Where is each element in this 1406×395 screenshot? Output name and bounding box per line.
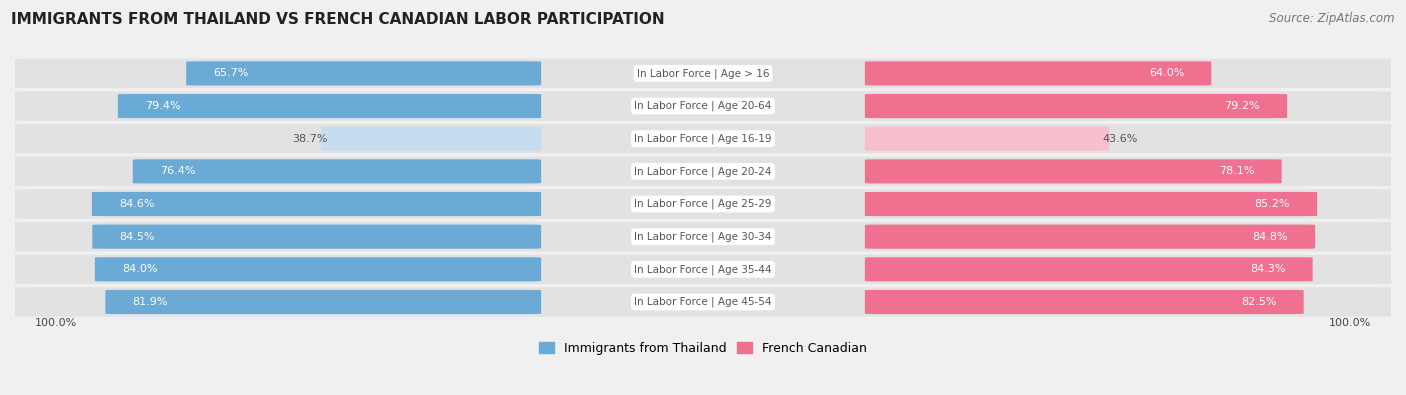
FancyBboxPatch shape — [865, 225, 1315, 249]
Text: In Labor Force | Age 30-34: In Labor Force | Age 30-34 — [634, 231, 772, 242]
FancyBboxPatch shape — [865, 94, 1286, 118]
Text: In Labor Force | Age 35-44: In Labor Force | Age 35-44 — [634, 264, 772, 275]
Text: 79.2%: 79.2% — [1225, 101, 1260, 111]
FancyBboxPatch shape — [8, 222, 1398, 251]
Text: 38.7%: 38.7% — [292, 134, 328, 144]
FancyBboxPatch shape — [8, 189, 1398, 219]
FancyBboxPatch shape — [105, 290, 541, 314]
Text: 85.2%: 85.2% — [1254, 199, 1291, 209]
Text: In Labor Force | Age 16-19: In Labor Force | Age 16-19 — [634, 134, 772, 144]
Text: 84.5%: 84.5% — [120, 231, 155, 242]
FancyBboxPatch shape — [118, 94, 541, 118]
Text: In Labor Force | Age 45-54: In Labor Force | Age 45-54 — [634, 297, 772, 307]
Text: 79.4%: 79.4% — [145, 101, 180, 111]
FancyBboxPatch shape — [865, 257, 1313, 281]
Text: 78.1%: 78.1% — [1219, 166, 1254, 176]
FancyBboxPatch shape — [8, 124, 1398, 153]
Text: 100.0%: 100.0% — [35, 318, 77, 328]
Text: In Labor Force | Age 25-29: In Labor Force | Age 25-29 — [634, 199, 772, 209]
Text: 82.5%: 82.5% — [1241, 297, 1277, 307]
FancyBboxPatch shape — [94, 257, 541, 281]
FancyBboxPatch shape — [8, 287, 1398, 317]
Text: 64.0%: 64.0% — [1149, 68, 1184, 78]
FancyBboxPatch shape — [8, 157, 1398, 186]
Text: In Labor Force | Age 20-24: In Labor Force | Age 20-24 — [634, 166, 772, 177]
Legend: Immigrants from Thailand, French Canadian: Immigrants from Thailand, French Canadia… — [534, 337, 872, 360]
FancyBboxPatch shape — [186, 61, 541, 85]
Text: 65.7%: 65.7% — [214, 68, 249, 78]
Text: 84.6%: 84.6% — [120, 199, 155, 209]
Text: 76.4%: 76.4% — [160, 166, 195, 176]
FancyBboxPatch shape — [865, 290, 1303, 314]
Text: 84.8%: 84.8% — [1253, 231, 1288, 242]
FancyBboxPatch shape — [865, 61, 1212, 85]
Text: In Labor Force | Age 20-64: In Labor Force | Age 20-64 — [634, 101, 772, 111]
FancyBboxPatch shape — [8, 255, 1398, 284]
Text: 43.6%: 43.6% — [1102, 134, 1137, 144]
FancyBboxPatch shape — [321, 127, 541, 151]
Text: 84.3%: 84.3% — [1250, 264, 1285, 274]
Text: IMMIGRANTS FROM THAILAND VS FRENCH CANADIAN LABOR PARTICIPATION: IMMIGRANTS FROM THAILAND VS FRENCH CANAD… — [11, 12, 665, 27]
FancyBboxPatch shape — [8, 91, 1398, 121]
Text: In Labor Force | Age > 16: In Labor Force | Age > 16 — [637, 68, 769, 79]
FancyBboxPatch shape — [865, 127, 1109, 151]
FancyBboxPatch shape — [93, 225, 541, 249]
Text: 84.0%: 84.0% — [122, 264, 157, 274]
FancyBboxPatch shape — [8, 59, 1398, 88]
Text: 81.9%: 81.9% — [132, 297, 167, 307]
Text: 100.0%: 100.0% — [1329, 318, 1371, 328]
FancyBboxPatch shape — [865, 159, 1282, 183]
FancyBboxPatch shape — [132, 159, 541, 183]
Text: Source: ZipAtlas.com: Source: ZipAtlas.com — [1270, 12, 1395, 25]
FancyBboxPatch shape — [865, 192, 1317, 216]
FancyBboxPatch shape — [91, 192, 541, 216]
